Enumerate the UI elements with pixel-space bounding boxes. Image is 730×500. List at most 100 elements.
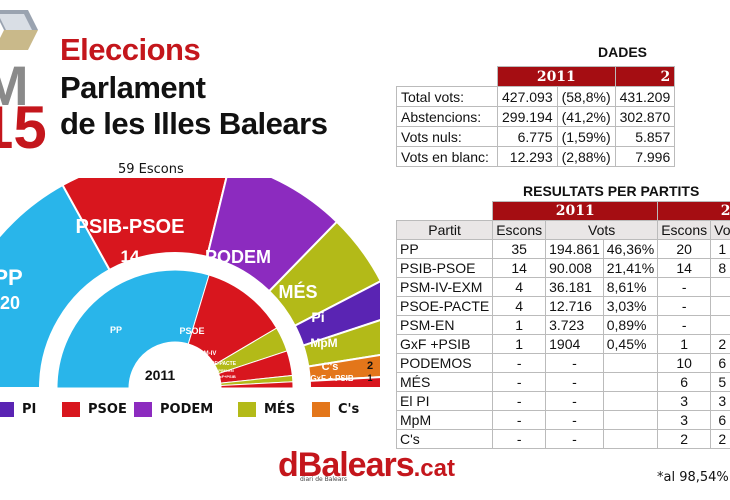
votes-a: 90.008: [545, 258, 604, 278]
count-note: *al 98,54%: [657, 470, 729, 485]
resultats-table: 2011 2 Partit Escons Vots Escons Vo PP 35…: [395, 201, 730, 449]
table-row: MÉS - -6 5: [395, 372, 730, 392]
party-name: PODEMOS: [395, 353, 494, 373]
party-name: PP: [395, 239, 494, 259]
party-name-label: Pi: [311, 309, 324, 325]
seat-segment-2011: [56, 269, 210, 388]
votes-a: -: [545, 410, 604, 430]
dades-label: Vots en blanc:: [396, 146, 498, 167]
votes-a: -: [545, 353, 604, 373]
dades-year-b: 2: [614, 66, 676, 87]
votes-a: 194.861: [545, 239, 604, 259]
table-row: C's - -2 2: [395, 429, 730, 449]
seat-segment-2011: [220, 381, 294, 388]
resultats-title: RESULTATS PER PARTITS: [523, 183, 700, 199]
table-row: PSIB-PSOE 14 90.008 21,41% 14 8: [395, 258, 730, 278]
inner-party-label: PSM-EN: [218, 368, 234, 373]
seat-count-label: 20: [0, 293, 20, 313]
votes-a: 1904: [545, 334, 604, 354]
pct-a: 0,89%: [602, 315, 659, 335]
dades-table: 2011 2 Total vots: 427.093 (58,8%) 431.2…: [396, 66, 676, 167]
table-row: Vots nuls: 6.775 (1,59%) 5.857: [396, 126, 676, 147]
legend-item: PODEM: [134, 402, 213, 417]
resultats-year-b: 2: [657, 201, 730, 221]
seats-b: -: [657, 296, 712, 316]
legend-swatch: [312, 402, 330, 417]
seats-b: 10: [657, 353, 712, 373]
party-name: C's: [395, 429, 494, 449]
table-row: Total vots: 427.093 (58,8%) 431.209: [396, 86, 676, 107]
brand-logo: dBalears.cat diari de Balears: [278, 446, 455, 484]
seat-count-label: 3: [292, 345, 300, 361]
party-name-label: C's: [322, 361, 339, 373]
seats-a: -: [492, 372, 547, 392]
inner-party-label: PP: [110, 325, 122, 335]
votes-b: 6: [710, 410, 730, 430]
dades-votes-b: 302.870: [614, 106, 676, 127]
party-name-label: PODEM: [205, 247, 271, 267]
seat-count-label: 2: [367, 360, 373, 372]
votes-a: 36.181: [545, 277, 604, 297]
party-name: El PI: [395, 391, 494, 411]
inner-year-label: 2011: [145, 367, 176, 383]
party-name-label: PP: [0, 265, 23, 290]
votes-b: [710, 296, 730, 316]
brand-main: dBalears: [278, 446, 415, 484]
votes-a: 12.716: [545, 296, 604, 316]
legend-item: C's: [312, 402, 359, 417]
dades-votes-b: 7.996: [614, 146, 676, 167]
seats-b: 1: [657, 334, 712, 354]
resultats-year-a: 2011: [492, 201, 659, 221]
legend-label: PODEM: [160, 402, 214, 417]
legend-item: PSOE: [62, 402, 127, 417]
title-eleccions: Eleccions: [60, 32, 201, 67]
dades-votes-a: 299.194: [497, 106, 558, 127]
dades-pct-a: (1,59%): [556, 126, 616, 147]
inner-party-label: PSOE-PACTE: [204, 361, 237, 367]
inner-party-label: PSM-IV: [196, 351, 217, 357]
votes-b: 6: [710, 353, 730, 373]
seats-a: -: [492, 391, 547, 411]
dades-pct-a: (41,2%): [556, 106, 616, 127]
seat-count-label: 14: [121, 247, 140, 266]
votes-b: [710, 315, 730, 335]
table-row: GxF +PSIB 1 1904 0,45% 1 2: [395, 334, 730, 354]
votes-a: -: [545, 429, 604, 449]
dades-votes-a: 427.093: [497, 86, 558, 107]
seats-a: -: [492, 410, 547, 430]
chart-legend: PI PSOE PODEM MÉS C's: [0, 398, 370, 422]
col-header-escons: Escons: [492, 220, 547, 240]
votes-b: 2: [710, 429, 730, 449]
title-parlament: Parlament: [60, 70, 206, 105]
seat-segment: [61, 178, 228, 272]
pct-a: 8,61%: [602, 277, 659, 297]
legend-swatch: [0, 402, 14, 417]
inner-party-label: PSOE: [179, 326, 204, 336]
title-illes-balears: de les Illes Balears: [60, 106, 328, 141]
seat-count-label: 1: [367, 373, 372, 383]
party-name-label: MpM: [310, 336, 337, 350]
dades-title: DADES: [598, 44, 648, 60]
pct-a: 21,41%: [602, 258, 659, 278]
seats-a: 4: [492, 277, 547, 297]
seat-segment: [0, 183, 111, 388]
seats-a: -: [492, 429, 547, 449]
dades-label: Vots nuls:: [396, 126, 498, 147]
votes-b: 2: [710, 334, 730, 354]
legend-label: MÉS: [264, 402, 296, 417]
seats-a: 4: [492, 296, 547, 316]
pct-a: [602, 353, 659, 373]
seats-a: 35: [492, 239, 547, 259]
party-name-label: GxF + PSIB: [310, 374, 354, 383]
pct-a: 46,36%: [602, 239, 659, 259]
dades-votes-a: 6.775: [497, 126, 558, 147]
legend-swatch: [238, 402, 256, 417]
legend-label: PSOE: [88, 402, 127, 417]
seats-b: 14: [657, 258, 712, 278]
votes-a: -: [545, 391, 604, 411]
party-name: GxF +PSIB: [395, 334, 494, 354]
table-row: PSM-EN 1 3.723 0,89% -: [395, 315, 730, 335]
brand-subtitle: diari de Balears: [300, 476, 348, 483]
seats-b: 20: [657, 239, 712, 259]
